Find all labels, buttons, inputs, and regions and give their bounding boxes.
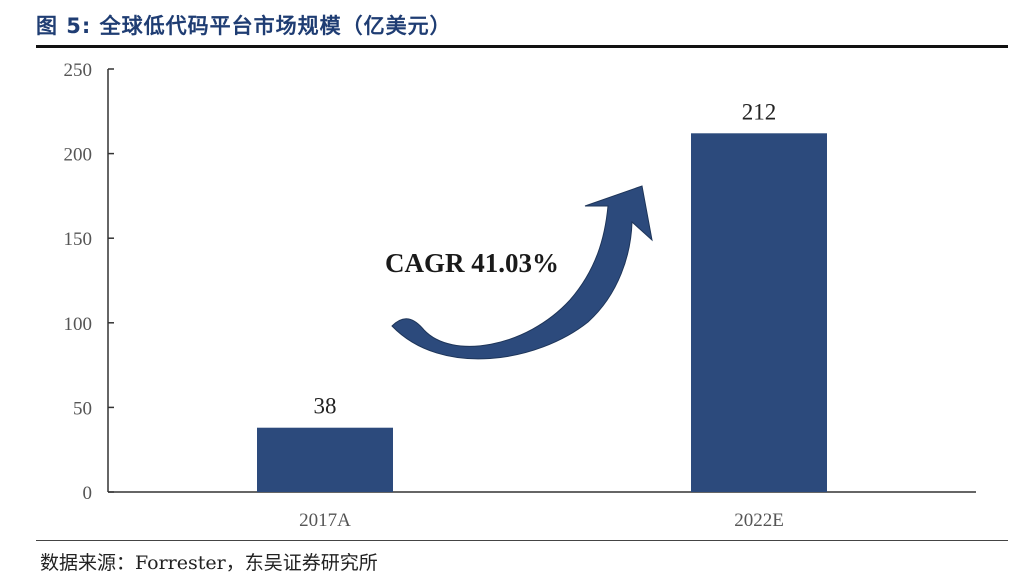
y-tick-label: 250: [64, 60, 93, 81]
source-note: 数据来源：Forrester，东吴证券研究所: [40, 552, 378, 574]
x-axis: 2017A 2022E: [108, 491, 976, 531]
x-tick-label: 2017A: [299, 510, 351, 531]
data-labels: 38 212: [314, 99, 777, 418]
y-tick-label: 150: [64, 229, 93, 250]
data-label: 212: [742, 99, 777, 124]
title-divider: [36, 45, 1008, 48]
bars: [257, 133, 827, 492]
y-tick-label: 200: [64, 145, 93, 166]
y-tick-label: 100: [64, 314, 93, 335]
data-label: 38: [314, 394, 337, 419]
y-axis: 0 50 100 150 200 250: [64, 60, 114, 504]
y-tick-label: 0: [83, 483, 93, 504]
source-divider: [36, 540, 1008, 541]
curved-up-arrow-icon: [391, 185, 653, 360]
y-tick-label: 50: [73, 398, 92, 419]
bar-2017A: [257, 427, 393, 492]
bar-2022E: [691, 133, 827, 492]
x-tick-label: 2022E: [734, 510, 784, 531]
figure-title: 图 5: 全球低代码平台市场规模（亿美元）: [36, 14, 452, 38]
cagr-annotation: CAGR 41.03%: [385, 248, 559, 278]
